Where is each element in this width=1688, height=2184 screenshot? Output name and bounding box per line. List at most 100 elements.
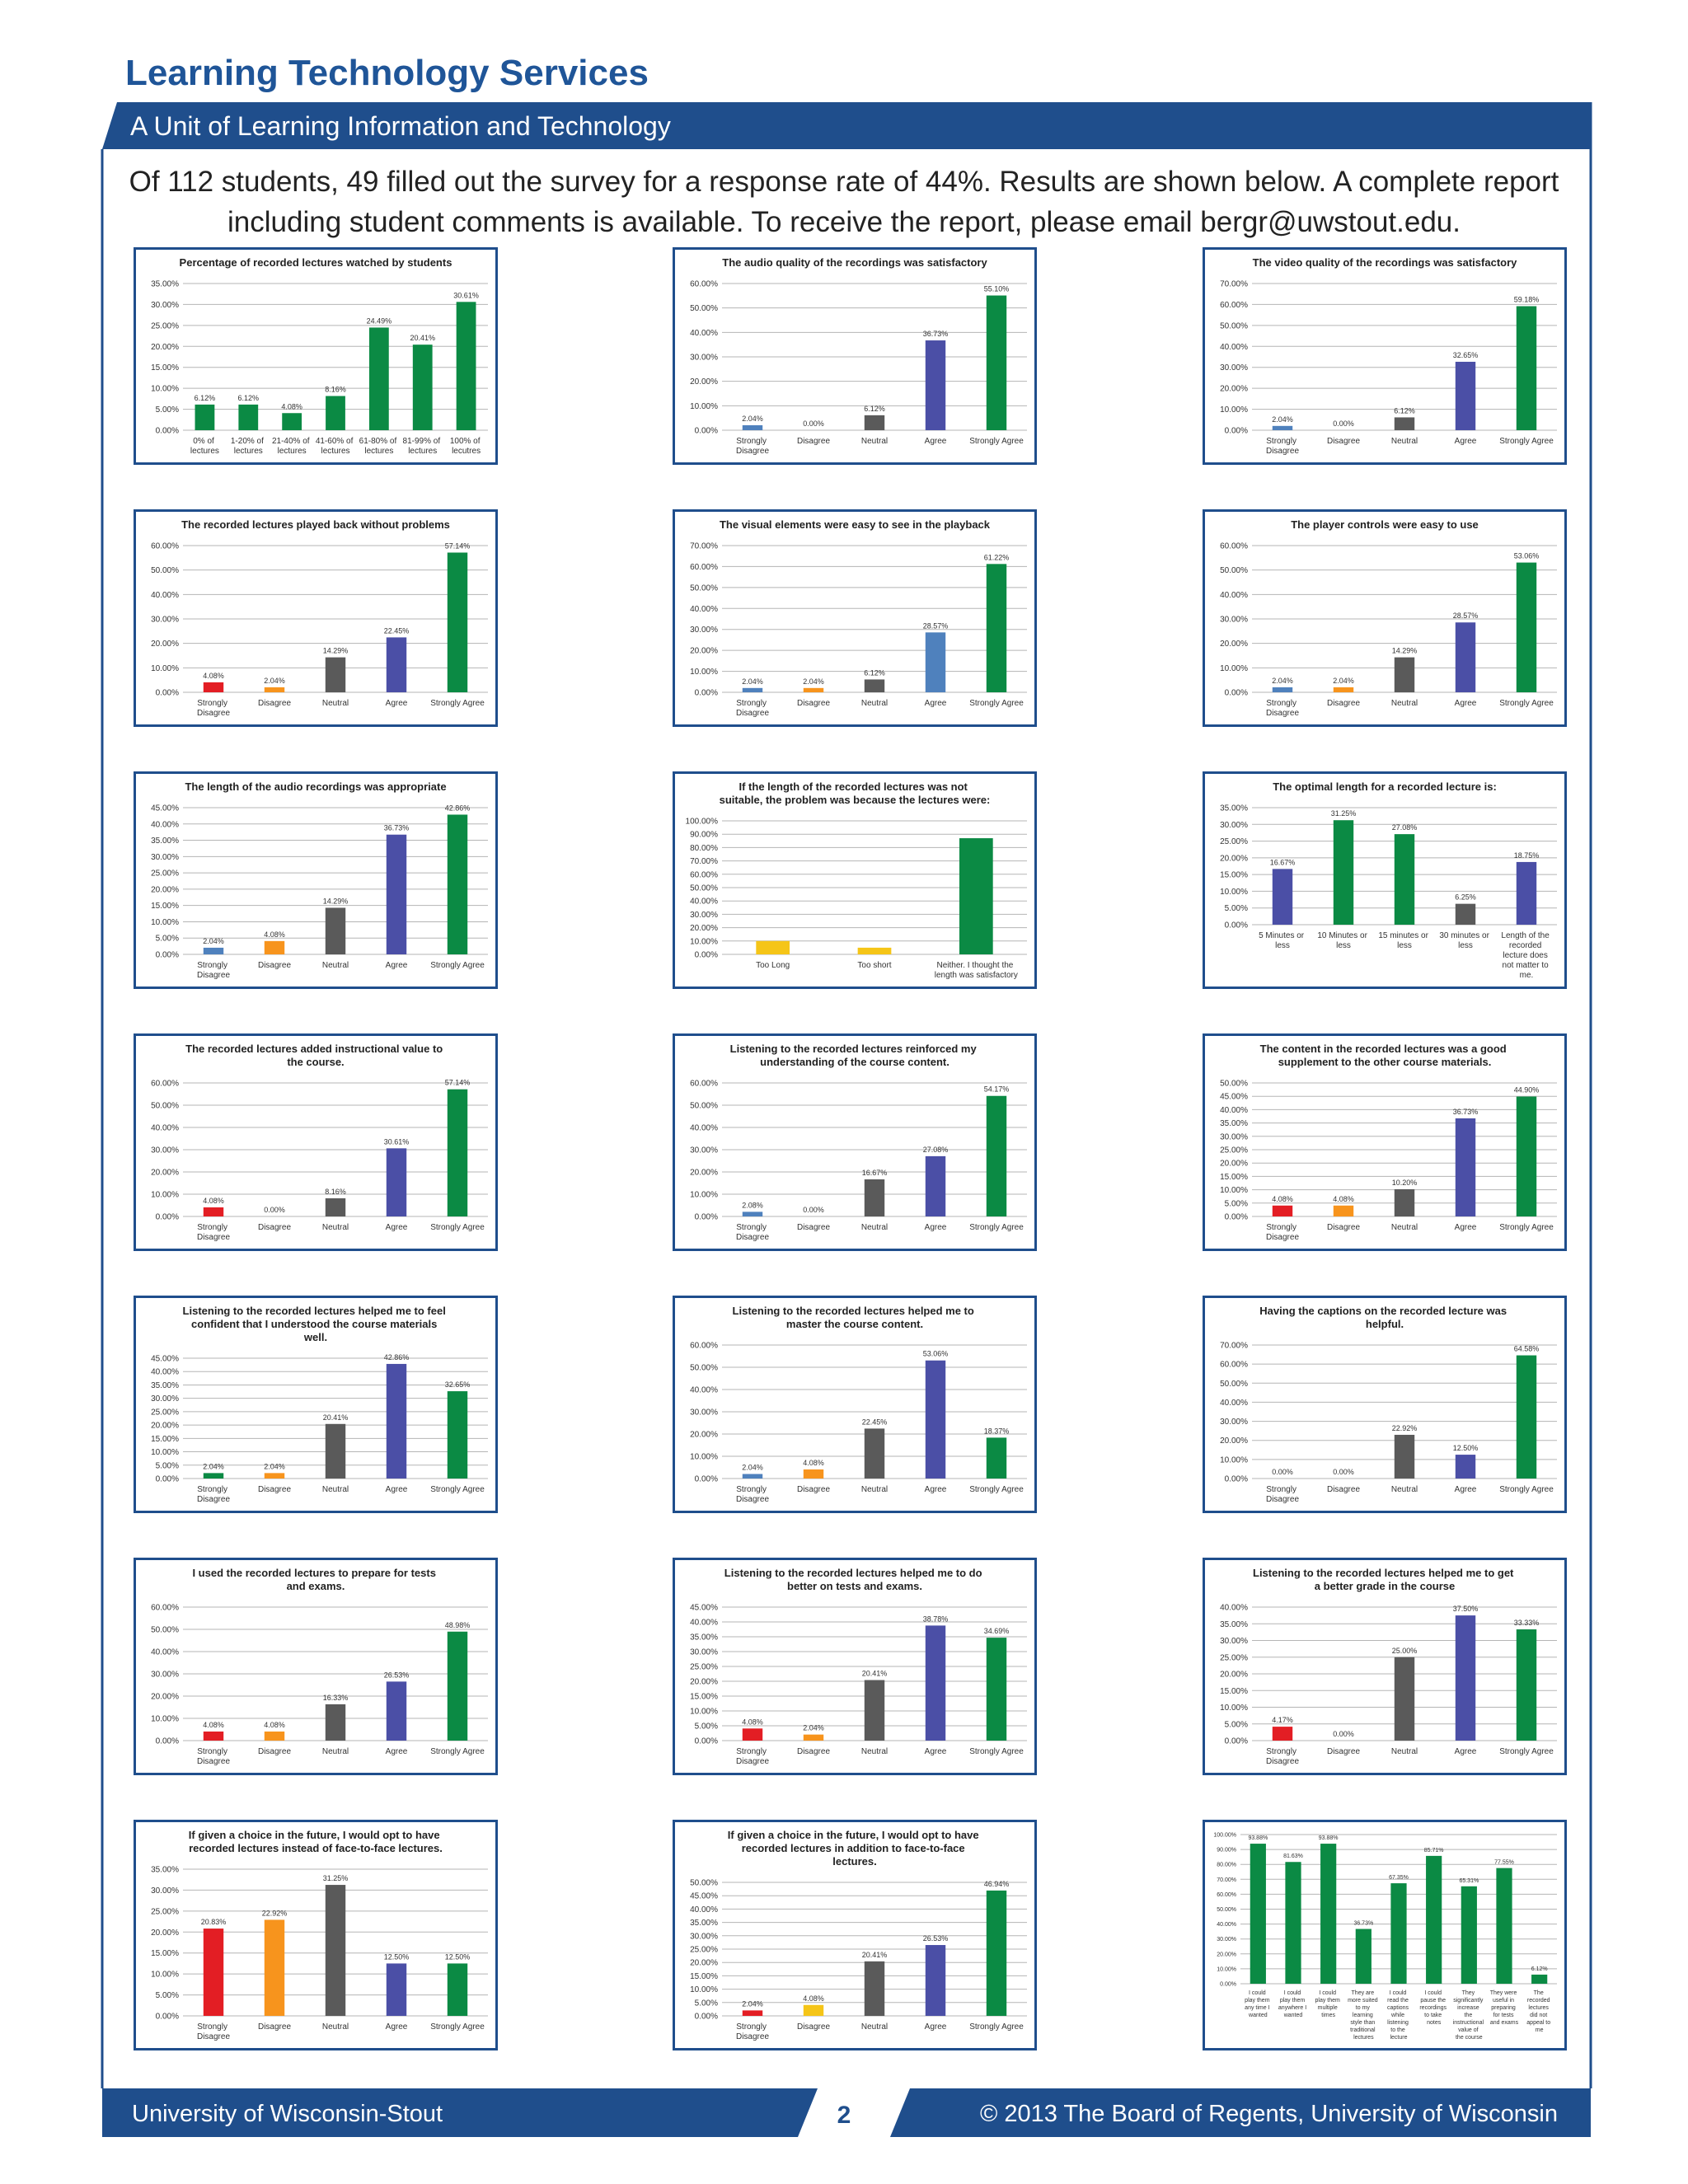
- text-line: for tests: [1493, 2013, 1516, 2018]
- value-label: 33.33%: [1514, 1619, 1540, 1627]
- y-tick-label: 60.00%: [1220, 542, 1248, 551]
- y-tick-label: 50.00%: [1220, 566, 1248, 575]
- text-line: Agree: [386, 699, 408, 708]
- bar: [925, 1625, 946, 1741]
- chart-title: I used the recorded lectures to prepare …: [192, 1567, 438, 1592]
- text-line: Strongly Agree: [1499, 1747, 1554, 1756]
- chart: If given a choice in the future, I would…: [673, 1820, 1037, 2050]
- y-tick-label: 30.00%: [151, 1146, 179, 1155]
- y-tick-label: 40.00%: [1220, 591, 1248, 600]
- y-tick-label: 10.00%: [151, 1971, 179, 1980]
- y-tick-label: 40.00%: [690, 1386, 718, 1395]
- y-tick-label: 0.00%: [695, 1737, 718, 1746]
- y-tick-label: 5.00%: [695, 1722, 718, 1732]
- text-line: Having the captions on the recorded lect…: [1259, 1305, 1509, 1317]
- value-label: 14.29%: [323, 647, 349, 655]
- value-label: 2.04%: [803, 1724, 824, 1732]
- x-tick-label: Agree: [925, 1485, 947, 1494]
- value-label: 20.83%: [201, 1918, 227, 1926]
- x-tick-label: Neutral: [1391, 1747, 1418, 1756]
- y-tick-label: 15.00%: [1220, 1687, 1248, 1696]
- x-tick-label: Strongly Disagree: [736, 1485, 769, 1504]
- value-label: 2.04%: [1272, 677, 1293, 685]
- text-line: Strongly Agree: [1499, 699, 1554, 708]
- chart-title: If given a choice in the future, I would…: [189, 1829, 443, 1854]
- value-label: 14.29%: [1392, 647, 1418, 655]
- y-tick-label: 30.00%: [690, 1932, 718, 1941]
- x-tick-label: Agree: [1455, 1747, 1477, 1756]
- y-tick-label: 25.00%: [690, 1946, 718, 1955]
- value-label: 4.08%: [281, 402, 302, 410]
- y-tick-label: 40.00%: [1217, 1922, 1236, 1928]
- text-line: me.: [1520, 971, 1534, 980]
- x-tick-label: Strongly Disagree: [1266, 1223, 1299, 1242]
- text-line: Agree: [386, 1223, 408, 1232]
- y-tick-label: 100.00%: [1213, 1832, 1236, 1838]
- text-line: I used the recorded lectures to prepare …: [192, 1567, 438, 1579]
- chart-title: The video quality of the recordings was …: [1253, 256, 1518, 269]
- y-tick-label: 30.00%: [151, 1886, 179, 1896]
- y-tick-label: 0.00%: [695, 427, 718, 436]
- text-line: and exams.: [287, 1580, 345, 1592]
- y-tick-label: 40.00%: [151, 1124, 179, 1133]
- text-line: Neutral: [861, 1485, 888, 1494]
- text-line: Disagree: [197, 1233, 230, 1242]
- text-line: Too short: [857, 961, 891, 970]
- x-tick-label: Disagree: [258, 699, 291, 708]
- y-tick-label: 25.00%: [1220, 1146, 1248, 1155]
- value-label: 6.12%: [195, 394, 216, 402]
- y-tick-label: 20.00%: [1220, 1671, 1248, 1680]
- chart-title: Listening to the recorded lectures helpe…: [1253, 1567, 1517, 1592]
- y-tick-label: 25.00%: [1220, 837, 1248, 846]
- value-label: 36.73%: [1353, 1921, 1373, 1927]
- text-line: more suited: [1348, 1998, 1380, 2004]
- x-tick-label: Strongly Agree: [1499, 1485, 1554, 1494]
- bar: [742, 1474, 763, 1479]
- intro-text: Of 112 students, 49 filled out the surve…: [129, 166, 1559, 238]
- value-label: 54.17%: [984, 1085, 1010, 1094]
- x-tick-label: Strongly Disagree: [736, 2022, 769, 2041]
- bar: [864, 1179, 885, 1216]
- value-label: 4.08%: [264, 930, 285, 939]
- text-line: master the course content.: [786, 1318, 923, 1330]
- y-tick-label: 35.00%: [151, 280, 179, 289]
- y-tick-label: 50.00%: [151, 1102, 179, 1111]
- text-line: I could: [1424, 1990, 1443, 1996]
- value-label: 53.06%: [1514, 552, 1540, 560]
- value-label: 27.08%: [1392, 823, 1418, 832]
- y-tick-label: 0.00%: [156, 427, 179, 436]
- value-label: 14.29%: [323, 897, 349, 905]
- text-line: Agree: [1455, 1223, 1477, 1232]
- y-tick-label: 5.00%: [1225, 904, 1248, 913]
- bar: [803, 687, 824, 692]
- value-label: 57.14%: [445, 541, 471, 550]
- y-tick-label: 30.00%: [151, 616, 179, 625]
- value-label: 26.53%: [923, 1934, 949, 1943]
- text-line: Neutral: [861, 699, 888, 708]
- bar: [742, 1212, 763, 1216]
- text-line: 0% of: [193, 437, 216, 446]
- y-tick-label: 35.00%: [690, 1919, 718, 1928]
- text-line: The player controls were easy to use: [1291, 518, 1479, 531]
- x-tick-label: Agree: [386, 1747, 408, 1756]
- value-label: 4.08%: [203, 1197, 224, 1205]
- x-tick-label: Disagree: [1327, 699, 1360, 708]
- text-line: to the: [1390, 2027, 1406, 2033]
- bar: [1272, 869, 1293, 925]
- x-tick-label: Strongly Agree: [969, 2022, 1024, 2032]
- y-tick-label: 20.00%: [690, 1431, 718, 1440]
- y-tick-label: 20.00%: [1220, 640, 1248, 649]
- text-line: Strongly: [1266, 437, 1298, 446]
- y-tick-label: 50.00%: [690, 1364, 718, 1373]
- y-tick-label: 30.00%: [1220, 821, 1248, 830]
- x-tick-label: Strongly Agree: [969, 1747, 1024, 1756]
- value-label: 30.61%: [384, 1137, 410, 1146]
- bar: [925, 1155, 946, 1216]
- footer-right: © 2013 The Board of Regents, University …: [980, 2101, 1558, 2127]
- value-label: 31.25%: [1331, 809, 1357, 818]
- chart-title: The recorded lectures played back withou…: [181, 518, 450, 531]
- text-line: better on tests and exams.: [787, 1580, 922, 1592]
- bar: [1455, 1118, 1476, 1216]
- chart: The content in the recorded lectures was…: [1203, 1033, 1567, 1251]
- y-tick-label: 20.00%: [1217, 1952, 1236, 1957]
